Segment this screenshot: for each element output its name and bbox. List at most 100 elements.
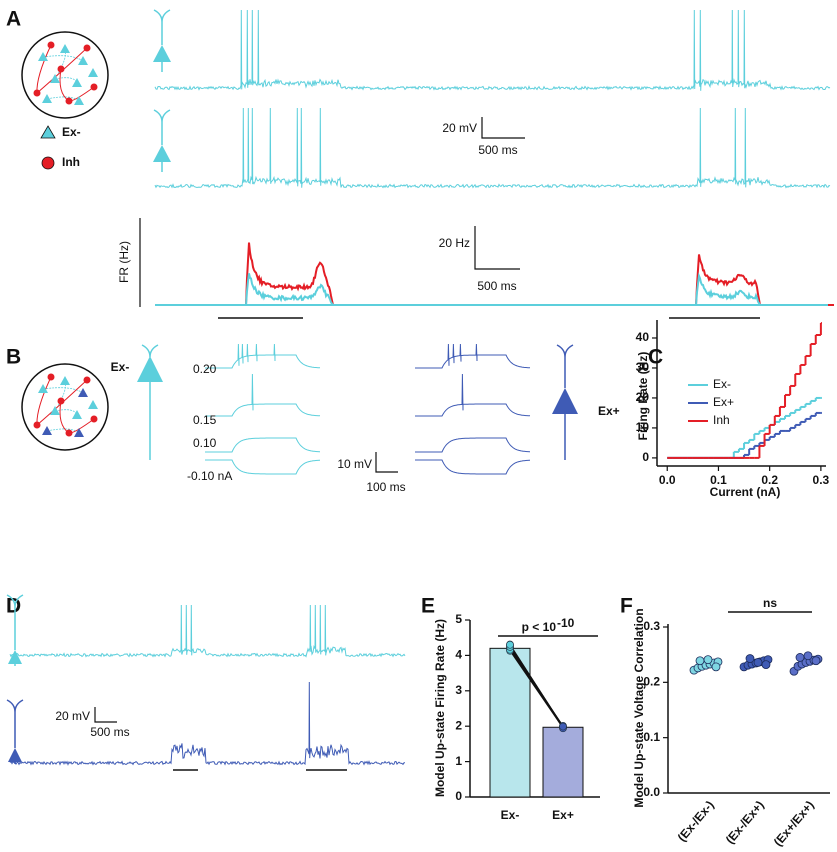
annotation: p < 10 (522, 620, 557, 634)
current-label: -0.10 nA (187, 469, 232, 483)
neuron-soma (153, 145, 171, 162)
data-point (703, 655, 713, 665)
neuron-soma (137, 356, 163, 382)
y-axis-label: Model Up-state Firing Rate (Hz) (433, 619, 447, 797)
legend-label: Inh (62, 155, 80, 169)
network-cell (88, 68, 98, 77)
network-cell (60, 376, 70, 385)
network-link (42, 387, 84, 394)
pair-line (509, 644, 564, 727)
network-cell (78, 388, 88, 397)
legend-symbol (40, 125, 56, 139)
y-tick-label: 0.1 (643, 730, 660, 744)
network-cell (42, 94, 52, 103)
network-link (36, 47, 88, 94)
neuron-icon (556, 344, 574, 460)
rate-trace (245, 242, 334, 306)
network-cell (60, 44, 70, 53)
neuron-icon (6, 594, 24, 666)
x-tick-label: Ex- (501, 808, 520, 822)
scale-bar (481, 117, 525, 139)
scale-label: 500 ms (478, 143, 517, 157)
scale-label: 20 mV (55, 709, 90, 723)
voltage-trace (415, 343, 531, 369)
y-tick-label: 20 (636, 390, 650, 404)
voltage-trace (415, 373, 531, 417)
data-point (811, 656, 821, 666)
cell-label: Ex- (111, 360, 130, 374)
legend-label: Ex- (62, 125, 81, 139)
neuron-soma (153, 45, 171, 62)
network-cell (42, 426, 52, 435)
scale-bar (94, 707, 117, 723)
network-cell (65, 429, 73, 437)
voltage-trace (205, 343, 321, 369)
network-link (36, 379, 88, 426)
y-axis-label: Firing Rate (Hz) (636, 352, 650, 441)
x-tick-label: 0.3 (813, 473, 830, 487)
network-cell (57, 65, 65, 73)
voltage-trace (9, 604, 406, 658)
y-tick-label: 0 (642, 450, 649, 464)
network-cell (50, 406, 60, 415)
network-cell (90, 415, 98, 423)
voltage-trace (205, 459, 320, 475)
network-cell (38, 384, 48, 393)
network-cell (50, 74, 60, 83)
data-point (803, 651, 813, 661)
legend-label: Ex+ (713, 395, 734, 409)
current-label: 0.20 (193, 362, 217, 376)
x-tick-label: Ex+ (552, 808, 574, 822)
y-tick-label: 10 (636, 420, 650, 434)
network-cell (47, 373, 55, 381)
network-cell (83, 44, 91, 52)
y-tick-label: 0 (455, 789, 462, 803)
x-tick-label: 0.1 (710, 473, 727, 487)
annotation-exponent: -10 (557, 616, 575, 630)
panel-letter: F (620, 595, 633, 618)
x-tick-label: (Ex+/Ex+) (771, 798, 817, 849)
data-point (711, 662, 721, 672)
y-tick-label: 0.2 (643, 675, 660, 689)
rate-trace (245, 273, 334, 306)
voltage-trace (205, 437, 320, 453)
axis-label: FR (Hz) (117, 241, 131, 283)
y-tick-label: 4 (455, 648, 462, 662)
data-point (695, 656, 705, 666)
network-cell (38, 52, 48, 61)
voltage-trace (154, 107, 831, 189)
data-point (559, 722, 567, 731)
voltage-trace (205, 373, 321, 417)
network-cell (72, 410, 82, 419)
current-label: 0.10 (193, 436, 217, 450)
scale-label: 20 Hz (439, 236, 470, 250)
y-tick-label: 0.3 (643, 619, 660, 633)
y-tick-label: 2 (455, 718, 462, 732)
pair-line (509, 646, 564, 729)
voltage-trace (415, 437, 530, 453)
scale-label: 100 ms (366, 480, 405, 494)
cell-label: Ex+ (598, 404, 620, 418)
panel-letter: B (6, 346, 21, 369)
network-link (42, 55, 84, 62)
scale-label: 10 mV (337, 457, 372, 471)
bar (489, 647, 531, 798)
network-cell (90, 83, 98, 91)
y-tick-label: 1 (455, 754, 462, 768)
y-tick-label: 0.0 (643, 785, 660, 799)
neuron-soma (552, 388, 578, 414)
network-cell (88, 400, 98, 409)
panel-letter: C (648, 346, 663, 369)
network-cell (57, 397, 65, 405)
neuron-icon (153, 9, 171, 72)
x-axis-label: Current (nA) (710, 485, 781, 499)
neuron-icon (153, 109, 171, 172)
legend-label: Ex- (713, 377, 731, 391)
rate-trace (695, 272, 761, 306)
x-tick-label: 0.2 (761, 473, 778, 487)
network-cell (33, 89, 41, 97)
neuron-icon (6, 699, 24, 764)
panel-letter: A (6, 8, 21, 31)
data-point (795, 653, 805, 662)
